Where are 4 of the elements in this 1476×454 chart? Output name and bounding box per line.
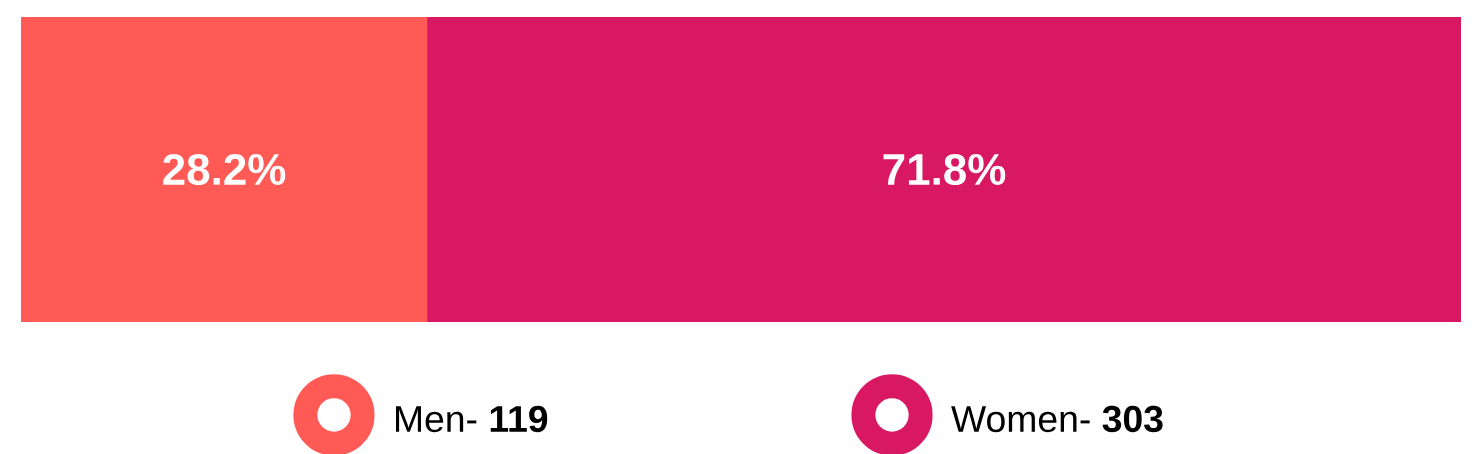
data-label: 28.2% xyxy=(163,153,286,186)
legend-label: Women- 303 xyxy=(951,405,1163,433)
legend-label: Men- 119 xyxy=(396,405,548,433)
data-label: 71.8% xyxy=(883,153,1006,186)
